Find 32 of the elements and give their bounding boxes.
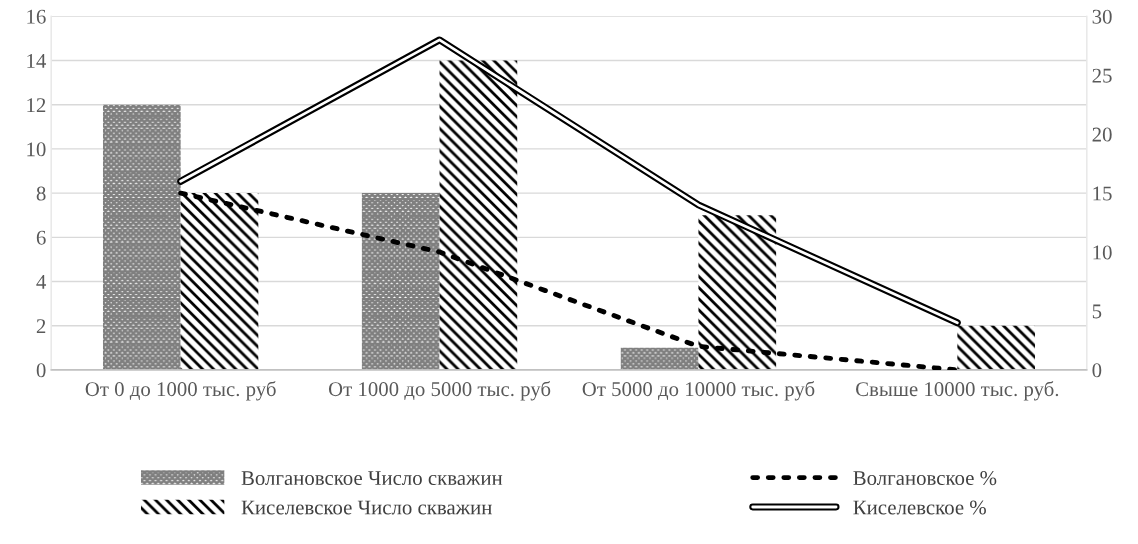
y-tick-label: 14 <box>27 53 47 68</box>
bar <box>620 347 699 370</box>
x-tick-label: От 5000 до 10000 тыс. руб <box>582 381 815 401</box>
legend-label: Волгановское Число скважин <box>241 471 503 486</box>
y2-tick-label: 10 <box>1093 245 1112 260</box>
y-tick-label: 16 <box>27 9 46 24</box>
y-tick-label: 12 <box>27 98 46 112</box>
y2-tick-label: 15 <box>1093 186 1112 201</box>
line-series <box>178 190 960 370</box>
y-tick-label: 8 <box>36 186 46 201</box>
y-tick-label: 6 <box>36 230 46 245</box>
x-tick-label: От 1000 до 5000 тыс. руб <box>328 381 551 401</box>
bar <box>102 104 181 370</box>
y-tick-label: 2 <box>36 319 46 333</box>
x-tick-label: Свыше 10000 тыс. руб. <box>856 381 1059 401</box>
bar <box>698 215 777 370</box>
bar <box>957 325 1036 370</box>
y-tick-label: 0 <box>36 363 46 378</box>
y2-tick-label: 20 <box>1092 127 1112 142</box>
bar <box>361 193 440 370</box>
x-tick-label: От 0 до 1000 тыс. руб <box>85 381 276 401</box>
y2-tick-label: 0 <box>1092 363 1102 378</box>
y2-tick-label: 5 <box>1092 304 1102 319</box>
legend-label: Волгановское % <box>853 471 997 486</box>
legend-label: Киселевское Число скважин <box>241 500 492 515</box>
y-tick-label: 10 <box>27 142 46 157</box>
legend-label: Киселевское % <box>853 500 986 515</box>
bar <box>180 193 259 370</box>
y-tick-label: 4 <box>36 275 47 289</box>
y2-tick-label: 30 <box>1092 9 1112 24</box>
bar <box>439 60 518 370</box>
y2-tick-label: 25 <box>1092 68 1112 83</box>
